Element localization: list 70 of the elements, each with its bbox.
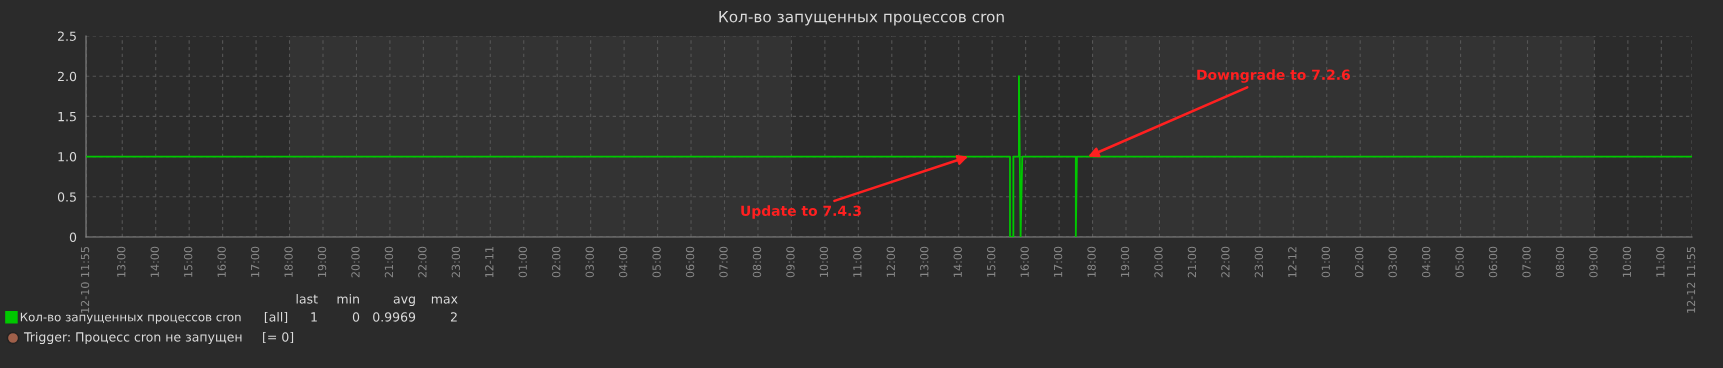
x-tick-label: 13:00 bbox=[920, 246, 929, 277]
x-tick-label: 18:00 bbox=[284, 246, 293, 277]
x-tick-label: 14:00 bbox=[953, 246, 962, 277]
x-tick-label: 12-12 bbox=[1288, 247, 1297, 278]
y-tick-label: 1.0 bbox=[58, 152, 77, 162]
x-tick-label: 02:00 bbox=[1355, 246, 1364, 278]
x-tick-label: 09:00 bbox=[1589, 246, 1598, 278]
x-tick-label: 03:00 bbox=[585, 246, 594, 278]
y-tick-label: 2.0 bbox=[58, 71, 77, 82]
chart-title: Кол-во запущенных процессов cron bbox=[719, 11, 1004, 26]
x-tick-label: 08:00 bbox=[1555, 246, 1565, 278]
text: [= 0] bbox=[263, 331, 294, 344]
x-tick-label: 22:00 bbox=[1221, 246, 1230, 278]
x-tick-label: 23:00 bbox=[1254, 246, 1264, 278]
x-tick-label: 20:00 bbox=[351, 246, 360, 278]
x-tick-label: 10:00 bbox=[819, 246, 829, 277]
x-tick-label: 01:00 bbox=[518, 246, 527, 278]
text: max bbox=[431, 296, 458, 304]
annotation: Update to 7.4.3 bbox=[741, 205, 861, 219]
x-tick-label: 21:00 bbox=[384, 246, 394, 278]
y-tick-label: 0 bbox=[69, 232, 77, 242]
x-tick-label: 04:00 bbox=[618, 246, 628, 278]
y-tick-label: 0.5 bbox=[57, 192, 76, 202]
x-tick-label: 21:00 bbox=[1187, 246, 1197, 278]
x-tick-label: 15:00 bbox=[986, 246, 996, 277]
x-tick-label: 05:00 bbox=[1455, 246, 1464, 278]
text: 1 bbox=[311, 312, 317, 322]
x-tick-label: 03:00 bbox=[1388, 246, 1397, 278]
x-tick-label: 15:00 bbox=[183, 246, 193, 277]
x-tick-label: 17:00 bbox=[1053, 246, 1063, 277]
x-tick-label: 18:00 bbox=[1087, 246, 1096, 277]
x-tick-label: 13:00 bbox=[117, 246, 126, 277]
x-tick-label: 23:00 bbox=[451, 246, 461, 278]
x-tick-label: 19:00 bbox=[317, 246, 327, 277]
x-tick-label: 11:00 bbox=[1656, 246, 1665, 277]
x-tick-label: 19:00 bbox=[1120, 246, 1130, 277]
x-tick-label: 06:00 bbox=[1488, 246, 1498, 278]
text: min bbox=[337, 293, 359, 304]
text: avg bbox=[393, 296, 415, 307]
x-tick-label: 09:00 bbox=[786, 246, 795, 278]
x-tick-label: 04:00 bbox=[1421, 246, 1431, 278]
x-tick-label: 12:00 bbox=[886, 246, 896, 277]
x-tick-label: 11:00 bbox=[853, 246, 862, 277]
text: 2 bbox=[450, 312, 457, 322]
y-tick-label: 1.5 bbox=[58, 112, 76, 122]
x-tick-label: 06:00 bbox=[685, 246, 695, 278]
x-tick-label: 16:00 bbox=[1020, 246, 1029, 277]
x-tick-label: 07:00 bbox=[1522, 246, 1531, 278]
x-tick-label: 16:00 bbox=[217, 246, 226, 277]
annotation: Downgrade to 7.2.6 bbox=[1197, 69, 1350, 83]
x-tick-label: 20:00 bbox=[1154, 246, 1163, 278]
text: last bbox=[296, 293, 318, 304]
x-tick-label: 02:00 bbox=[552, 246, 561, 278]
x-tick-label: 12-10 11:55 bbox=[80, 247, 90, 313]
x-tick-label: 12-12 11:55 bbox=[1686, 247, 1696, 313]
y-tick-label: 2.5 bbox=[58, 31, 76, 41]
x-tick-label: 14:00 bbox=[150, 246, 159, 277]
x-tick-label: 01:00 bbox=[1321, 246, 1330, 278]
x-tick-label: 05:00 bbox=[652, 246, 661, 278]
x-tick-label: 12-11 bbox=[485, 247, 494, 278]
text: Trigger: Процесс cron не запущен bbox=[23, 331, 242, 345]
x-tick-label: 10:00 bbox=[1622, 246, 1632, 277]
legend-label: Кол-во запущенных процессов cron bbox=[20, 312, 241, 324]
x-tick-label: 17:00 bbox=[250, 246, 260, 277]
x-tick-label: 08:00 bbox=[752, 246, 762, 278]
text: 0 bbox=[352, 312, 360, 322]
text: [all] bbox=[264, 311, 288, 324]
x-tick-label: 22:00 bbox=[418, 246, 427, 278]
text: 0.9969 bbox=[373, 312, 416, 322]
x-tick-label: 07:00 bbox=[719, 246, 728, 278]
